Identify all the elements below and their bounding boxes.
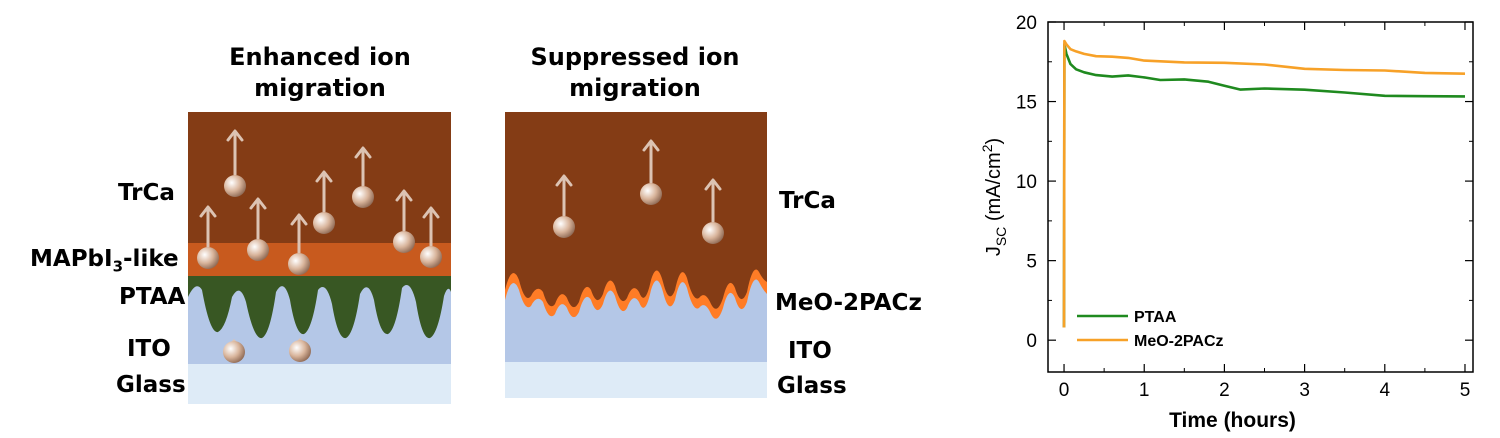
ion-sphere — [640, 183, 662, 205]
ion-sphere — [247, 239, 269, 261]
x-axis-title: Time (hours) — [1169, 409, 1296, 432]
left-label-glass: Glass — [116, 372, 186, 398]
ion-sphere — [702, 222, 724, 244]
y-tick-label: 0 — [1026, 331, 1037, 352]
ion-sphere — [553, 216, 575, 238]
ion-with-arrow — [313, 170, 335, 234]
legend-label: PTAA — [1134, 309, 1177, 326]
migration-arrow-head — [422, 206, 440, 219]
y-tick-label: 15 — [1016, 93, 1037, 114]
plot-frame — [1047, 21, 1474, 373]
ion-sphere — [289, 340, 311, 362]
ion-with-arrow — [224, 129, 246, 197]
middle-stack-diagram — [505, 112, 767, 398]
x-tick-label: 2 — [1219, 380, 1230, 401]
jsc-chart: 0 1 2 3 4 5 0 5 10 15 20 Time (hours) JSC (mA/cm2) PT… — [979, 13, 1474, 432]
migration-arrow-head — [199, 205, 217, 218]
middle-label-glass: Glass — [777, 373, 847, 399]
left-glass-layer — [188, 364, 451, 404]
x-tick-label: 0 — [1059, 380, 1070, 401]
ion-sphere — [224, 175, 246, 197]
migration-arrow-head — [642, 139, 660, 152]
left-label-mapbi-rest: -like — [123, 246, 179, 272]
migration-arrow-head — [555, 174, 573, 187]
ion-sphere — [288, 253, 310, 275]
left-heading-line1: Enhanced ion — [229, 43, 411, 71]
x-tick-label: 5 — [1460, 380, 1471, 401]
left-label-mapbi-main: MAPbI — [30, 246, 113, 272]
left-label-mapbi-sub: 3 — [112, 257, 124, 276]
middle-glass-layer — [505, 362, 767, 398]
migration-arrow-head — [226, 129, 244, 142]
middle-label-ito: ITO — [788, 338, 832, 364]
middle-label-meo: MeO-2PACz — [775, 290, 922, 316]
migration-arrow-head — [315, 170, 333, 183]
ion-sphere — [352, 186, 374, 208]
ion-with-arrow — [420, 206, 442, 268]
middle-heading-line1: Suppressed ion — [530, 43, 740, 71]
left-stack-diagram — [188, 112, 451, 404]
legend-label: MeO-2PACz — [1134, 333, 1224, 350]
ion-with-arrow — [223, 339, 245, 363]
ion-with-arrow — [288, 213, 310, 275]
ion-with-arrow — [702, 178, 724, 244]
x-tick-label: 3 — [1299, 380, 1310, 401]
y-tick-label: 5 — [1026, 252, 1037, 273]
left-label-ptaa: PTAA — [119, 284, 186, 310]
ion-with-arrow — [247, 197, 269, 261]
left-heading-line2: migration — [254, 74, 386, 102]
ion-sphere — [197, 247, 219, 269]
ion-with-arrow — [289, 338, 311, 362]
y-tick-label: 10 — [1016, 172, 1037, 193]
migration-arrow-head — [704, 178, 722, 191]
left-label-ito: ITO — [127, 336, 171, 362]
ion-sphere — [420, 246, 442, 268]
migration-arrow-head — [290, 213, 308, 226]
ion-with-arrow — [553, 174, 575, 238]
middle-heading: Suppressed ion migration — [485, 42, 785, 104]
ion-sphere — [223, 341, 245, 363]
left-label-trca: TrCa — [118, 180, 175, 206]
left-label-mapbi: MAPbI3-like — [30, 246, 179, 274]
y-tick-label: 20 — [1016, 13, 1037, 34]
series-line-ptaa — [1062, 42, 1466, 328]
migration-arrow-head — [249, 197, 267, 210]
y-axis-title: JSC (mA/cm2) — [979, 138, 1009, 256]
middle-heading-line2: migration — [569, 74, 701, 102]
middle-ito-layer — [505, 279, 767, 362]
migration-arrow-head — [354, 146, 372, 159]
x-tick-label: 4 — [1380, 380, 1391, 401]
ion-sphere — [313, 212, 335, 234]
ion-with-arrow — [352, 146, 374, 208]
series-line-meo-2pacz — [1062, 39, 1466, 328]
ion-sphere — [393, 231, 415, 253]
ion-with-arrow — [393, 189, 415, 253]
migration-arrow-head — [395, 189, 413, 202]
x-tick-label: 1 — [1139, 380, 1150, 401]
left-ito-layer — [188, 285, 451, 364]
left-heading: Enhanced ion migration — [170, 42, 470, 104]
ion-with-arrow — [640, 139, 662, 205]
ion-with-arrow — [197, 205, 219, 269]
middle-label-trca: TrCa — [779, 188, 836, 214]
